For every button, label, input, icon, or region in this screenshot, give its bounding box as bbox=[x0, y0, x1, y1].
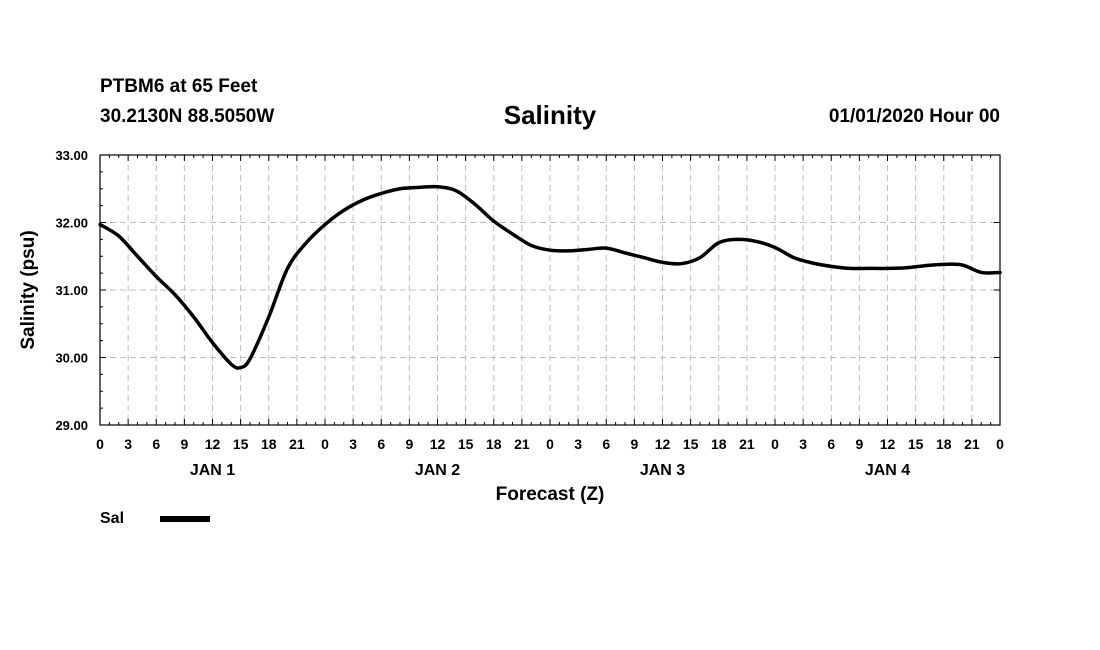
forecast-timestamp: 01/01/2020 Hour 00 bbox=[828, 106, 1000, 127]
x-tick-label: 15 bbox=[908, 436, 924, 452]
x-tick-label: 3 bbox=[799, 436, 807, 452]
x-tick-label: 18 bbox=[711, 436, 727, 452]
y-tick-label: 31.00 bbox=[55, 283, 88, 298]
coordinates-label: 30.2130N 88.5050W bbox=[100, 106, 275, 127]
legend-line-swatch bbox=[160, 516, 210, 522]
x-tick-label: 9 bbox=[855, 436, 863, 452]
x-tick-label: 21 bbox=[739, 436, 755, 452]
legend-label: Sal bbox=[100, 510, 125, 527]
x-tick-label: 6 bbox=[827, 436, 835, 452]
x-tick-label: 15 bbox=[233, 436, 249, 452]
x-tick-label: 15 bbox=[683, 436, 699, 452]
x-tick-label: 18 bbox=[486, 436, 502, 452]
x-tick-label: 9 bbox=[405, 436, 413, 452]
x-tick-label: 0 bbox=[546, 436, 554, 452]
x-tick-label: 18 bbox=[261, 436, 277, 452]
x-tick-label: 3 bbox=[124, 436, 132, 452]
y-axis-title: Salinity (psu) bbox=[18, 230, 39, 349]
x-tick-label: 6 bbox=[152, 436, 160, 452]
x-tick-label: 21 bbox=[964, 436, 980, 452]
x-tick-label: 0 bbox=[996, 436, 1004, 452]
x-tick-label: 12 bbox=[430, 436, 446, 452]
day-label: JAN 1 bbox=[190, 462, 235, 479]
x-tick-label: 9 bbox=[630, 436, 638, 452]
x-tick-label: 12 bbox=[205, 436, 221, 452]
x-tick-label: 0 bbox=[321, 436, 329, 452]
day-label: JAN 4 bbox=[865, 462, 910, 479]
x-tick-label: 12 bbox=[655, 436, 671, 452]
x-tick-label: 0 bbox=[96, 436, 104, 452]
x-tick-label: 18 bbox=[936, 436, 952, 452]
day-label: JAN 3 bbox=[640, 462, 685, 479]
x-tick-label: 21 bbox=[289, 436, 305, 452]
y-tick-label: 29.00 bbox=[55, 418, 88, 433]
x-tick-label: 9 bbox=[180, 436, 188, 452]
x-tick-label: 0 bbox=[771, 436, 779, 452]
x-tick-label: 12 bbox=[880, 436, 896, 452]
legend: Sal bbox=[100, 510, 210, 528]
x-tick-label: 15 bbox=[458, 436, 474, 452]
x-tick-label: 21 bbox=[514, 436, 530, 452]
y-tick-label: 32.00 bbox=[55, 216, 88, 231]
x-tick-label: 6 bbox=[602, 436, 610, 452]
y-tick-label: 30.00 bbox=[55, 351, 88, 366]
x-tick-label: 3 bbox=[349, 436, 357, 452]
series-line-salinity bbox=[98, 184, 1002, 370]
x-axis-title: Forecast (Z) bbox=[496, 484, 605, 505]
day-label: JAN 2 bbox=[415, 462, 460, 479]
x-tick-label: 3 bbox=[574, 436, 582, 452]
station-label: PTBM6 at 65 Feet bbox=[100, 76, 258, 97]
x-tick-label: 6 bbox=[377, 436, 385, 452]
chart-title: Salinity bbox=[503, 100, 597, 130]
y-tick-label: 33.00 bbox=[55, 148, 88, 163]
